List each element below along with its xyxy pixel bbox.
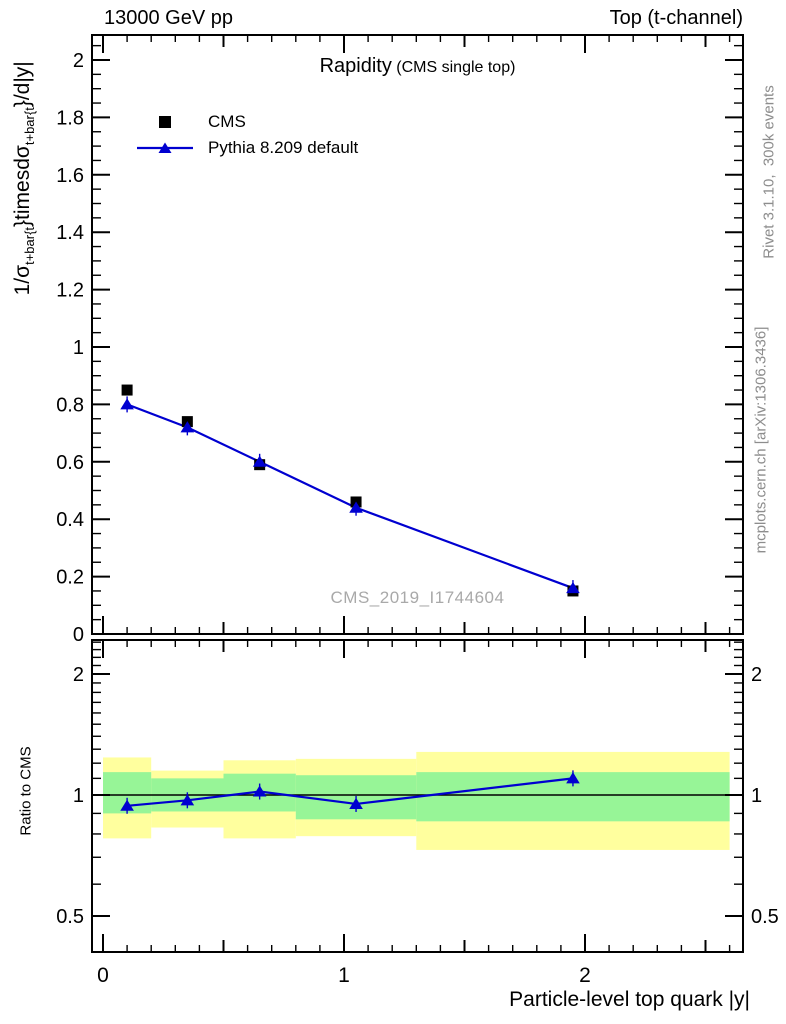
svg-text:1.2: 1.2	[56, 280, 84, 302]
legend-item-cms: CMS	[136, 109, 358, 135]
beam-energy-label: 13000 GeV pp	[104, 7, 233, 29]
plot-title-paren: (CMS single top)	[396, 59, 516, 76]
svg-text:0.8: 0.8	[56, 394, 84, 416]
svg-text:1.4: 1.4	[56, 222, 84, 244]
analysis-id-watermark: CMS_2019_I1744604	[330, 588, 505, 607]
svg-text:0.6: 0.6	[56, 452, 84, 474]
y-title-mid: }timesdσ	[11, 145, 34, 227]
svg-text:0: 0	[73, 624, 84, 646]
svg-text:2: 2	[73, 50, 84, 72]
svg-text:1: 1	[751, 785, 762, 807]
x-axis-title: Particle-level top quark |y|	[509, 988, 750, 1011]
rivet-version-note: Rivet 3.1.10, 300k events	[760, 85, 778, 259]
legend-label-pythia: Pythia 8.209 default	[208, 138, 359, 157]
y-title-sub2: t+bar{t	[22, 107, 37, 146]
svg-text:0.4: 0.4	[56, 509, 84, 531]
svg-text:1.6: 1.6	[56, 165, 84, 187]
svg-text:2: 2	[751, 664, 762, 686]
svg-text:0: 0	[97, 964, 109, 987]
legend: CMS Pythia 8.209 default	[136, 109, 358, 161]
svg-text:1: 1	[338, 964, 350, 987]
mcplots-arxiv-note: mcplots.cern.ch [arXiv:1306.3436]	[752, 326, 770, 554]
legend-item-pythia: Pythia 8.209 default	[136, 135, 358, 161]
svg-text:0.2: 0.2	[56, 567, 84, 589]
y-title-pre: 1/σ	[11, 264, 34, 296]
svg-text:0.5: 0.5	[751, 906, 779, 928]
svg-text:2: 2	[73, 664, 84, 686]
process-label: Top (t-channel)	[609, 7, 743, 29]
svg-text:1: 1	[73, 785, 84, 807]
plot-title: Rapidity (CMS single top)	[92, 55, 743, 78]
cms-square-marker-icon	[136, 116, 194, 128]
ratio-axis-title: Ratio to CMS	[17, 746, 35, 836]
plot-title-main: Rapidity	[319, 55, 392, 77]
svg-text:0.5: 0.5	[56, 906, 84, 928]
svg-text:1.8: 1.8	[56, 107, 84, 129]
legend-label-cms: CMS	[208, 112, 246, 131]
y-axis-title: 1/σt+bar{t}timesdσt+bar{t}/d|y|	[0, 61, 61, 319]
svg-text:1: 1	[73, 337, 84, 359]
y-title-sub1: t+bar{t	[22, 226, 37, 265]
y-title-post: }/d|y|	[11, 61, 34, 108]
pythia-line-triangle-marker-icon	[136, 141, 194, 155]
svg-text:2: 2	[579, 964, 591, 987]
